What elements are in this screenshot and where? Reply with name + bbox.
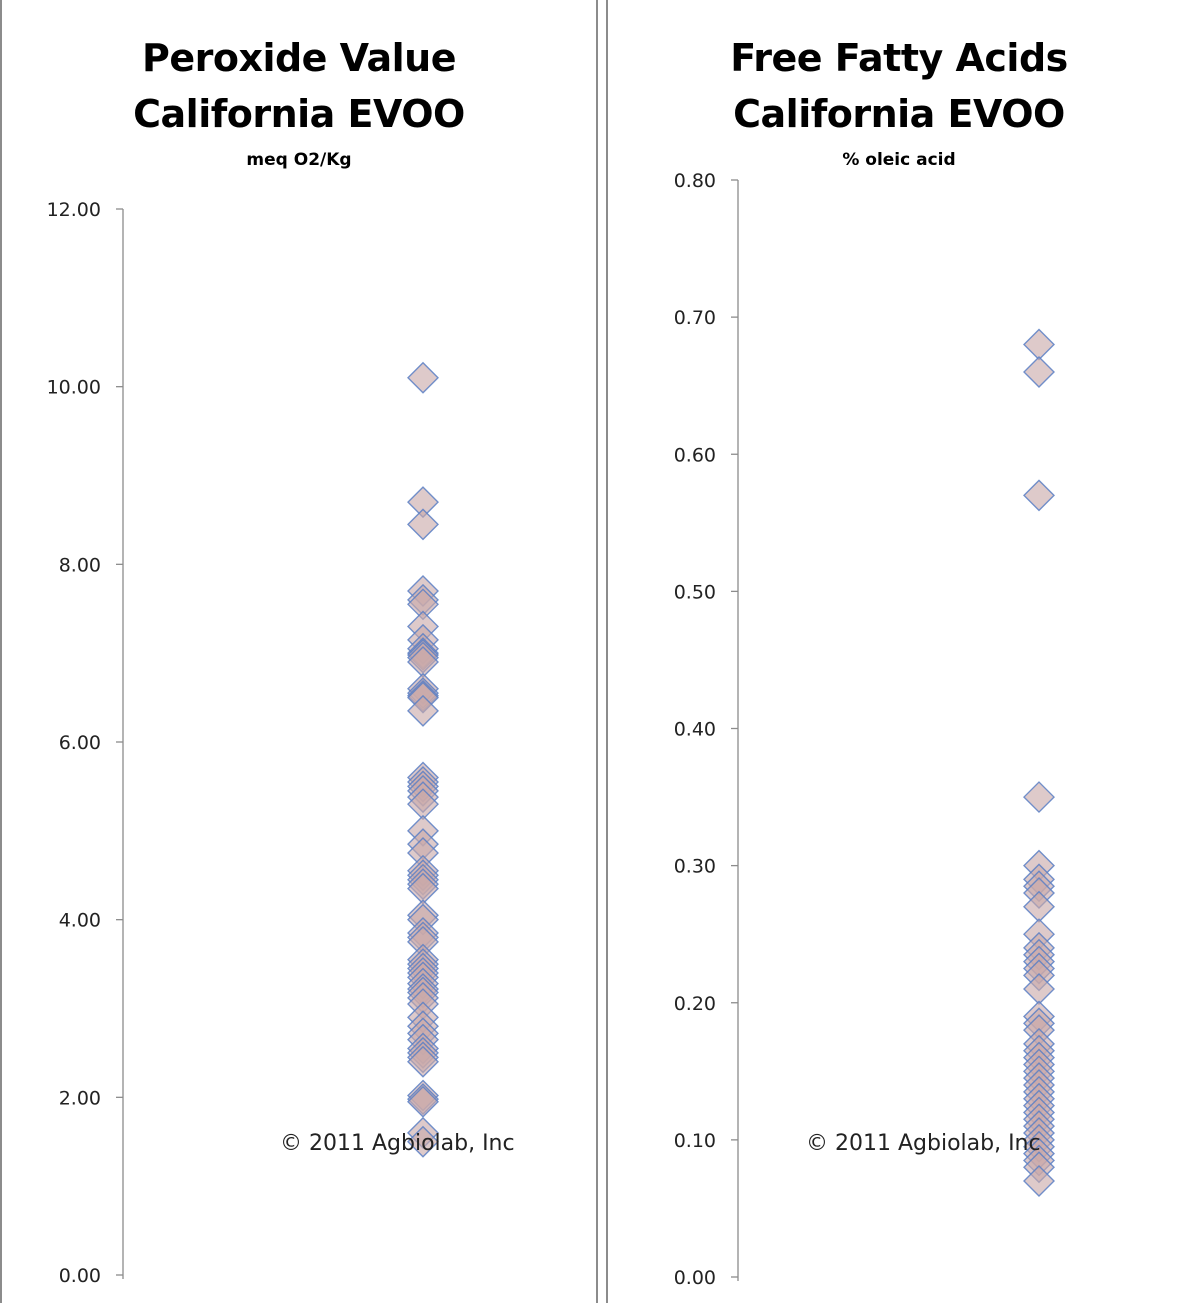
copyright-annotation: © 2011 Agbiolab, Inc [806,1131,1041,1156]
data-point [1023,328,1055,361]
data-point [407,361,439,394]
copyright-annotation: © 2011 Agbiolab, Inc [280,1131,515,1156]
y-tick-label: 0.40 [674,719,716,741]
chart-panel-free-fatty-acids: Free Fatty Acids California EVOO % oleic… [606,0,1190,1303]
data-point [407,1045,439,1078]
y-tick-label: 0.30 [674,856,716,878]
chart-title: Free Fatty Acids California EVOO [608,30,1190,142]
y-tick-label: 0.00 [674,1267,716,1289]
y-tick-label: 0.50 [674,581,716,603]
data-point [407,1085,439,1118]
y-tick-label: 0.60 [674,444,716,466]
chart-panel-peroxide: Peroxide Value California EVOO meq O2/Kg… [0,0,598,1303]
data-point [1023,479,1055,512]
data-point [407,694,439,727]
y-tick-label: 0.20 [674,993,716,1015]
y-tick-label: 4.00 [59,910,101,932]
chart-title-line-2: California EVOO [733,92,1065,136]
chart-title: Peroxide Value California EVOO [2,30,596,142]
data-point [1023,355,1055,388]
y-tick-label: 12.00 [47,199,101,221]
data-point [1023,781,1055,814]
y-tick-label: 0.80 [674,170,716,192]
chart-title-line-1: Peroxide Value [141,36,457,80]
y-axis-unit-label: meq O2/Kg [246,150,352,170]
y-tick-label: 10.00 [47,377,101,399]
peroxide-plot-area: 0.00 2.00 4.00 6.00 8.00 10.00 12.00 © 2011 Agb… [47,199,515,1287]
data-point [1023,1165,1055,1197]
ffa-plot-area: 0.00 0.10 0.20 0.30 0.40 0.50 0.60 0.70 0.80 © 20… [674,170,1055,1289]
data-point [407,508,439,541]
y-tick-label: 6.00 [59,732,101,754]
y-tick-label: 0.70 [674,307,716,329]
data-point [407,1125,439,1158]
y-tick-label: 8.00 [59,554,101,576]
chart-title-line-1: Free Fatty Acids [730,36,1068,80]
y-tick-label: 0.10 [674,1130,716,1152]
y-tick-label: 2.00 [59,1087,101,1109]
y-axis-unit-label: % oleic acid [842,150,956,170]
y-tick-label: 0.00 [59,1265,101,1287]
chart-title-line-2: California EVOO [133,92,465,136]
